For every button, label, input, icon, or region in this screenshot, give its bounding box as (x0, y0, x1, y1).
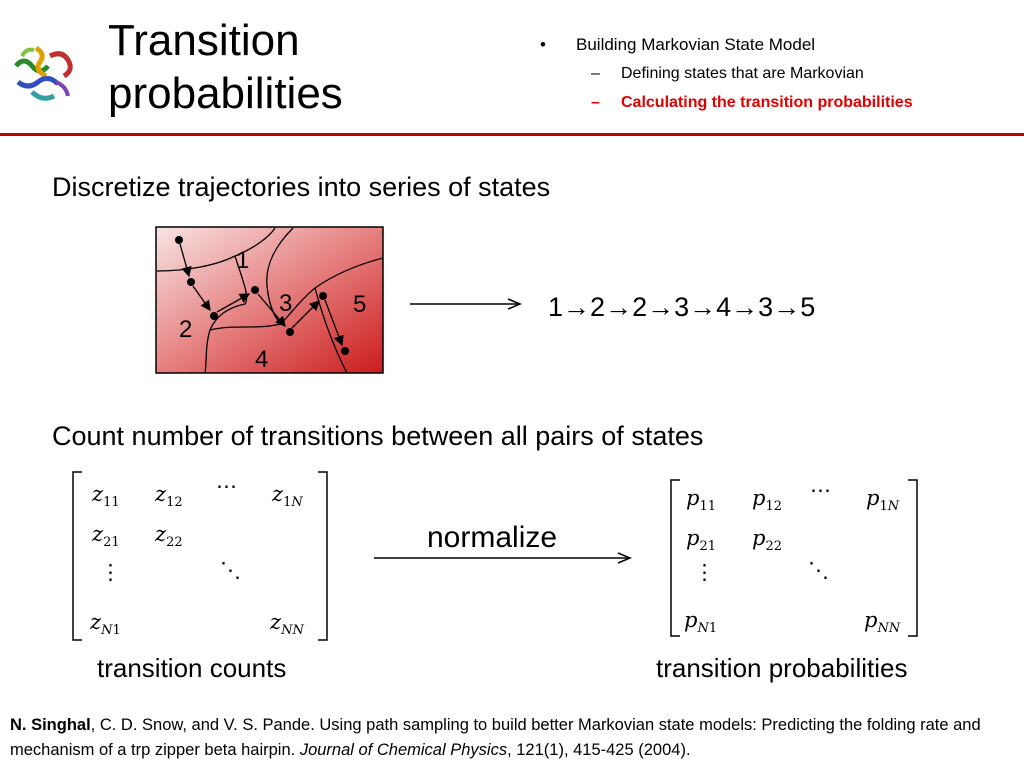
citation-text: , C. D. Snow, and V. S. Pande. Using pat… (10, 716, 981, 759)
outline-item-label: Defining states that are Markovian (621, 65, 864, 82)
state-boundary (266, 227, 316, 325)
dash-bullet: – (591, 65, 600, 82)
trajectory-arrow (324, 299, 344, 347)
outline-item-active: – Calculating the transition probabilitie… (540, 88, 913, 117)
matrix-entry: z22 (155, 522, 183, 551)
state-label-2: 2 (179, 316, 192, 343)
sequence-state: 1 (548, 292, 564, 322)
sequence-arrow (410, 298, 522, 310)
probability-matrix: p11 p12 ⋯ p1N p21 p22 ⋮ ⋱ pN1 pNN (668, 478, 920, 638)
trajectory-point (341, 347, 349, 355)
trajectory-arrow (179, 243, 192, 278)
outline-item-label: Building Markovian State Model (576, 35, 816, 54)
trajectory-arrow (257, 293, 286, 327)
trajectory-arrow (291, 300, 320, 329)
trajectory-point (187, 278, 195, 286)
trajectory-arrow (192, 285, 211, 312)
matrix-bracket-right (908, 479, 918, 637)
sequence-arrow-glyph: → (563, 292, 591, 322)
state-space-diagram: 1 2 3 4 5 (155, 226, 384, 374)
outline-item-label: Calculating the transition probabilities (621, 94, 913, 111)
sequence-arrow-glyph: → (731, 292, 759, 322)
citation: N. Singhal, C. D. Snow, and V. S. Pande.… (10, 713, 1020, 763)
matrix-bracket-left (72, 471, 82, 641)
state-sequence: 1→2→2→3→4→3→5 (548, 292, 815, 323)
ellipsis-vertical: ⋮ (694, 560, 715, 584)
sequence-state: 2 (590, 292, 606, 322)
citation-journal: Journal of Chemical Physics (299, 741, 508, 759)
sequence-arrow-glyph: → (689, 292, 717, 322)
outline-item: Building Markovian State Model (540, 30, 913, 59)
state-boundary (204, 255, 248, 374)
matrix-entry: pN1 (684, 608, 718, 637)
ellipsis-vertical: ⋮ (100, 560, 121, 584)
citation-text: , 121(1), 415-425 (2004). (507, 741, 691, 759)
matrix-entry: p1N (866, 486, 900, 515)
sequence-state: 5 (800, 292, 816, 322)
state-label-3: 3 (279, 290, 292, 317)
protein-ribbon-icon (14, 45, 73, 101)
citation-author: N. Singhal (10, 716, 91, 734)
normalize-arrow (374, 552, 632, 564)
state-boundary (314, 257, 384, 289)
section-heading-discretize: Discretize trajectories into series of s… (52, 172, 551, 202)
ellipsis-diagonal: ⋱ (808, 558, 829, 582)
matrix-entry: pNN (864, 608, 901, 637)
trajectory-point (210, 312, 218, 320)
trajectory-point (175, 236, 183, 244)
matrix-entry: p12 (752, 486, 782, 515)
state-boundary (314, 287, 348, 374)
sequence-state: 4 (716, 292, 732, 322)
trajectory-point (251, 286, 259, 294)
outline-item: – Defining states that are Markovian (540, 59, 913, 88)
matrix-entry: p11 (686, 486, 716, 515)
dash-bullet: – (591, 94, 600, 111)
sequence-state: 3 (674, 292, 690, 322)
matrix-entry: z1N (272, 482, 303, 511)
ellipsis-diagonal: ⋱ (220, 558, 241, 582)
ellipsis-horizontal: ⋯ (216, 474, 237, 498)
title-line-1: Transition (108, 16, 300, 65)
state-boundary (209, 323, 282, 331)
state-label-4: 4 (255, 346, 268, 373)
normalize-label: normalize (427, 521, 558, 554)
sequence-arrow-glyph: → (605, 292, 633, 322)
matrix-entry: zN1 (90, 610, 121, 639)
matrix-entry: z11 (92, 482, 120, 511)
trajectory-point (286, 328, 294, 336)
sequence-state: 2 (632, 292, 648, 322)
title-line-2: probabilities (108, 69, 343, 118)
matrix-entry: p21 (686, 526, 716, 555)
sequence-arrow-glyph: → (773, 292, 801, 322)
matrix-bracket-right (318, 471, 328, 641)
matrix-bracket-left (670, 479, 680, 637)
trajectory-point (319, 292, 327, 300)
section-heading-count: Count number of transitions between all … (52, 421, 704, 451)
sequence-state: 3 (758, 292, 774, 322)
sequence-arrow-glyph: → (647, 292, 675, 322)
caption-transition-counts: transition counts (97, 653, 287, 683)
state-label-1: 1 (236, 247, 249, 274)
matrix-entry: p22 (752, 526, 782, 555)
state-label-5: 5 (353, 291, 366, 318)
ellipsis-horizontal: ⋯ (810, 478, 831, 502)
title-divider (0, 133, 1024, 136)
matrix-entry: z21 (92, 522, 120, 551)
outline-list: Building Markovian State Model – Defining… (540, 30, 913, 117)
trajectory-arrow (216, 293, 251, 313)
page-title: Transition probabilities (108, 14, 343, 120)
caption-transition-probabilities: transition probabilities (656, 653, 908, 683)
matrix-entry: z12 (155, 482, 183, 511)
count-matrix: z11 z12 ⋯ z1N z21 z22 ⋮ ⋱ zN1 zNN (70, 470, 330, 642)
matrix-entry: zNN (270, 610, 304, 639)
